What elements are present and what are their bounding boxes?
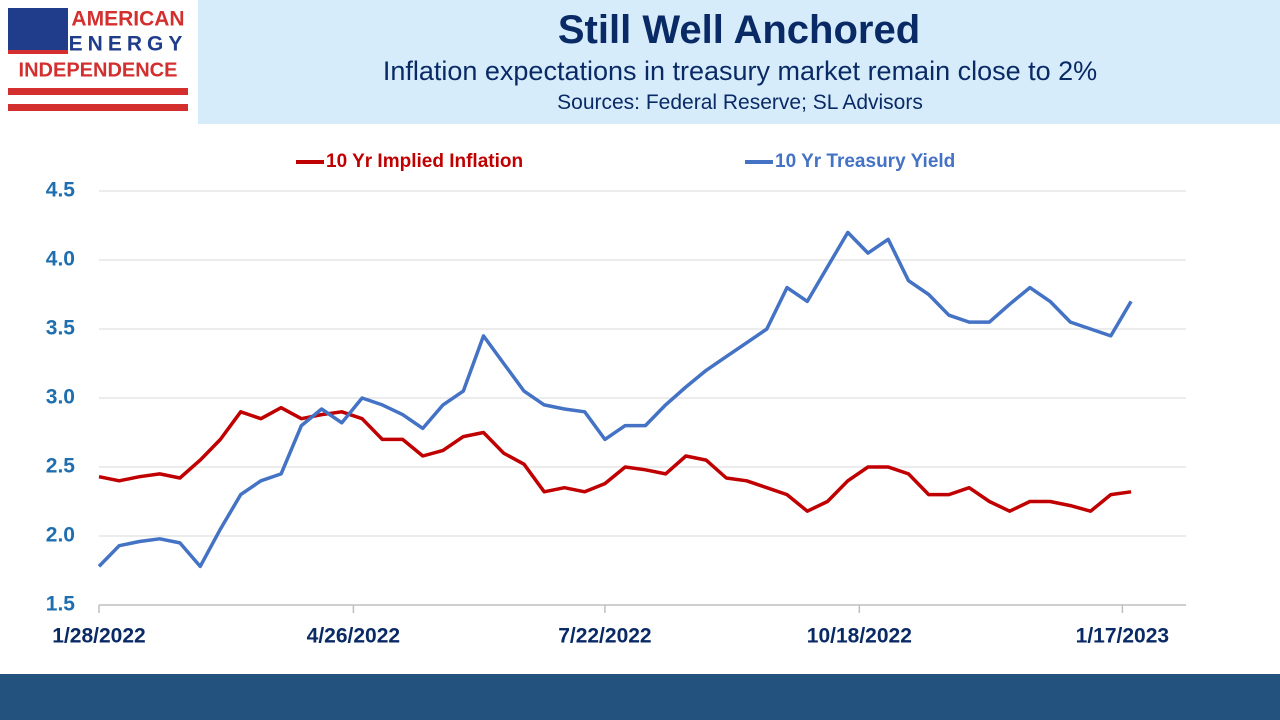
y-tick-label: 4.5	[46, 179, 76, 202]
x-tick-label: 1/17/2023	[1076, 625, 1169, 648]
title: Still Well Anchored	[557, 8, 921, 52]
logo-text: ENERGY	[69, 33, 188, 56]
header	[198, 0, 1280, 124]
logo-text: AMERICAN	[71, 8, 184, 31]
y-tick-label: 1.5	[46, 593, 76, 616]
logo: AMERICAN ENERGY INDEPENDENCE	[0, 0, 198, 124]
y-tick-label: 2.5	[46, 455, 76, 478]
logo-stripe	[8, 88, 188, 95]
x-tick-label: 10/18/2022	[807, 625, 912, 648]
logo-stripe	[8, 50, 68, 54]
x-tick-label: 4/26/2022	[307, 625, 400, 648]
logo-graphic: AMERICAN ENERGY INDEPENDENCE	[8, 8, 188, 111]
x-tick-label: 7/22/2022	[558, 625, 651, 648]
footer-band	[0, 674, 1280, 720]
chart: 1.5 2.0 2.5 3.0 3.5 4.0 4.5 1/28/2022 4/26/2022 7…	[46, 151, 1186, 648]
legend-label: 10 Yr Treasury Yield	[775, 151, 955, 172]
source: Sources: Federal Reserve; SL Advisors	[557, 91, 923, 114]
y-tick-label: 3.5	[46, 317, 76, 340]
y-tick-label: 3.0	[46, 386, 75, 409]
series-line	[98, 405, 1132, 513]
y-tick-label: 2.0	[46, 524, 75, 547]
subtitle: Inflation expectations in treasury marke…	[382, 56, 1098, 86]
y-tick-label: 4.0	[46, 248, 75, 271]
logo-canton	[8, 8, 68, 50]
x-tick-label: 1/28/2022	[52, 625, 145, 648]
series-line	[97, 230, 1133, 569]
logo-stripe	[8, 104, 188, 111]
legend-label: 10 Yr Implied Inflation	[326, 151, 523, 172]
logo-text: INDEPENDENCE	[19, 59, 178, 81]
